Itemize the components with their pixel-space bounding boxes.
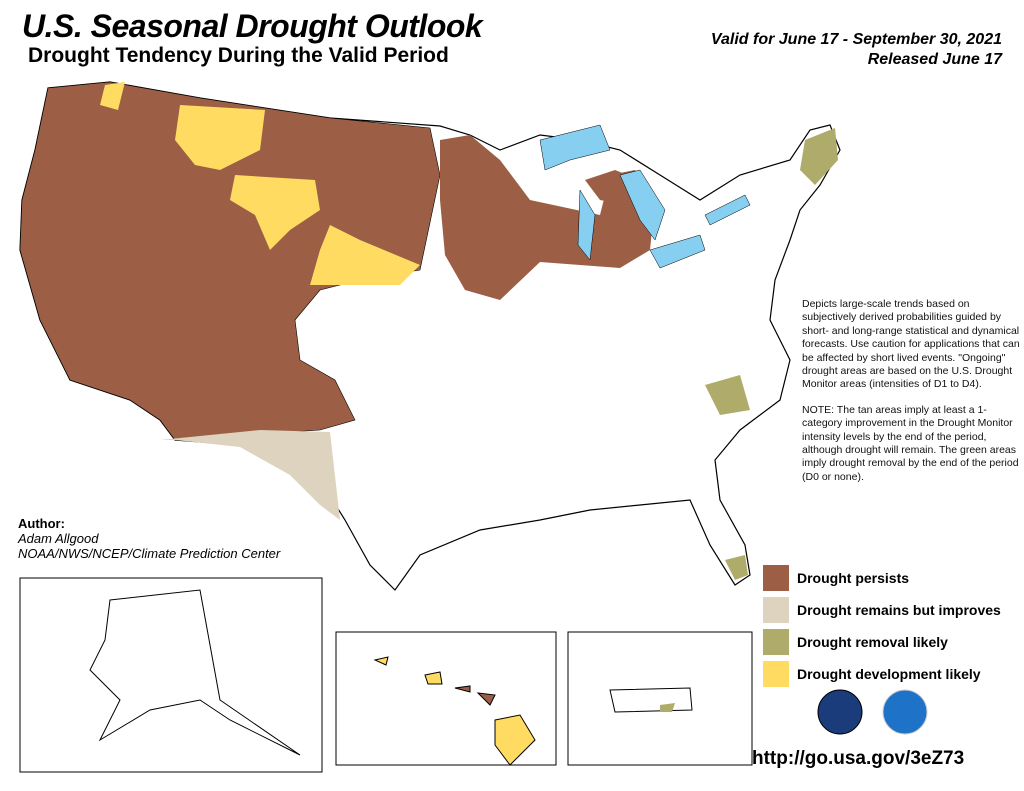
description-notes: Depicts large-scale trends based on subj… — [802, 298, 1024, 496]
drought-removal-northeast — [800, 128, 838, 185]
legend-item-removal: Drought removal likely — [763, 626, 1001, 658]
drought-improves-southwest — [160, 430, 340, 520]
puerto-rico-shape — [609, 687, 693, 713]
drought-development-montana — [175, 105, 265, 170]
author-label: Author: — [18, 516, 65, 531]
note-description: Depicts large-scale trends based on subj… — [802, 298, 1020, 391]
author-name: Adam Allgood — [18, 531, 99, 546]
short-url[interactable]: http://go.usa.gov/3eZ73 — [752, 748, 965, 769]
release-date: Released June 17 — [867, 51, 1002, 68]
legend-item-development: Drought development likely — [763, 658, 1001, 690]
alaska-shape — [89, 589, 301, 756]
valid-period: Valid for June 17 - September 30, 2021 R… — [711, 30, 1002, 70]
legend-item-improves: Drought remains but improves — [763, 594, 1001, 626]
drought-development-wa — [100, 82, 125, 110]
great-lakes — [539, 124, 751, 269]
drought-removal-nc — [705, 375, 750, 415]
noaa-logo — [882, 689, 928, 735]
legend-item-persists: Drought persists — [763, 562, 1001, 594]
drought-persists-west — [19, 81, 441, 441]
page-subtitle: Drought Tendency During the Valid Period — [28, 44, 449, 67]
drought-development-wyoming — [230, 175, 320, 250]
doc-logo — [817, 689, 863, 735]
hawaii-islands — [373, 656, 536, 766]
author-block: Author: Adam Allgood NOAA/NWS/NCEP/Clima… — [18, 516, 280, 561]
author-org: NOAA/NWS/NCEP/Climate Prediction Center — [18, 546, 281, 561]
valid-dates: Valid for June 17 - September 30, 2021 — [710, 31, 1002, 48]
drought-removal-florida — [725, 555, 748, 580]
drought-development-plains — [310, 225, 420, 285]
hawaii-drought — [454, 685, 496, 706]
note-tan-green: NOTE: The tan areas imply at least a 1-c… — [802, 403, 1019, 483]
puerto-rico-drought — [660, 703, 675, 712]
page-title: U.S. Seasonal Drought Outlook — [22, 8, 483, 44]
legend: Drought persists Drought remains but imp… — [763, 562, 1001, 690]
drought-persists-midwest — [440, 135, 655, 300]
